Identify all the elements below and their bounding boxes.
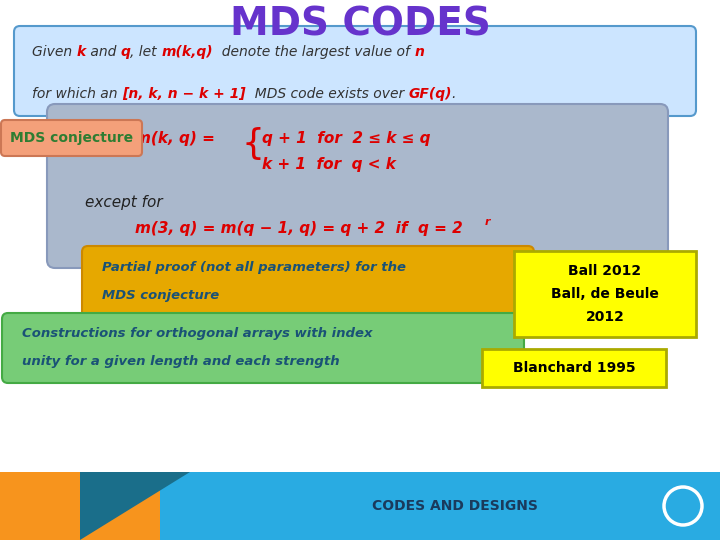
FancyBboxPatch shape xyxy=(482,349,666,387)
FancyBboxPatch shape xyxy=(14,26,696,116)
Text: r: r xyxy=(485,217,490,227)
Text: q: q xyxy=(120,45,130,59)
Text: , let: , let xyxy=(130,45,161,59)
Text: .: . xyxy=(451,87,456,101)
Text: MDS conjecture: MDS conjecture xyxy=(102,289,220,302)
Text: Partial proof (not all parameters) for the: Partial proof (not all parameters) for t… xyxy=(102,261,406,274)
Text: k: k xyxy=(76,45,86,59)
Text: [n, k, n − k + 1]: [n, k, n − k + 1] xyxy=(122,87,246,101)
FancyBboxPatch shape xyxy=(47,104,668,268)
Text: MDS code exists over: MDS code exists over xyxy=(246,87,408,101)
Text: k + 1  for  q < k: k + 1 for q < k xyxy=(262,157,396,172)
Text: Blanchard 1995: Blanchard 1995 xyxy=(513,361,635,375)
Polygon shape xyxy=(0,472,160,540)
Text: m(k,q): m(k,q) xyxy=(161,45,213,59)
Text: and: and xyxy=(86,45,120,59)
Text: CODES AND DESIGNS: CODES AND DESIGNS xyxy=(372,499,538,513)
Text: q + 1  for  2 ≤ k ≤ q: q + 1 for 2 ≤ k ≤ q xyxy=(262,131,431,145)
Text: unity for a given length and each strength: unity for a given length and each streng… xyxy=(22,355,340,368)
Bar xyxy=(0,472,720,540)
FancyBboxPatch shape xyxy=(82,246,534,318)
Polygon shape xyxy=(80,472,190,540)
Text: GF(q): GF(q) xyxy=(408,87,451,101)
FancyBboxPatch shape xyxy=(2,313,524,383)
Polygon shape xyxy=(0,472,120,540)
Text: denote the largest value of: denote the largest value of xyxy=(213,45,414,59)
Text: 2012: 2012 xyxy=(585,310,624,324)
Text: {: { xyxy=(242,127,265,161)
FancyBboxPatch shape xyxy=(514,251,696,337)
Text: n: n xyxy=(414,45,424,59)
Text: MDS CODES: MDS CODES xyxy=(230,6,490,44)
Text: except for: except for xyxy=(85,194,163,210)
Text: MDS conjecture: MDS conjecture xyxy=(10,131,133,145)
Text: Given: Given xyxy=(32,45,76,59)
Text: for which an: for which an xyxy=(32,87,122,101)
Text: m(3, q) = m(q − 1, q) = q + 2  if  q = 2: m(3, q) = m(q − 1, q) = q + 2 if q = 2 xyxy=(135,220,463,235)
Text: Constructions for orthogonal arrays with index: Constructions for orthogonal arrays with… xyxy=(22,327,372,341)
Text: Ball, de Beule: Ball, de Beule xyxy=(551,287,659,301)
FancyBboxPatch shape xyxy=(1,120,142,156)
Text: m(k, q) =: m(k, q) = xyxy=(135,131,215,145)
Text: Ball 2012: Ball 2012 xyxy=(568,264,642,278)
